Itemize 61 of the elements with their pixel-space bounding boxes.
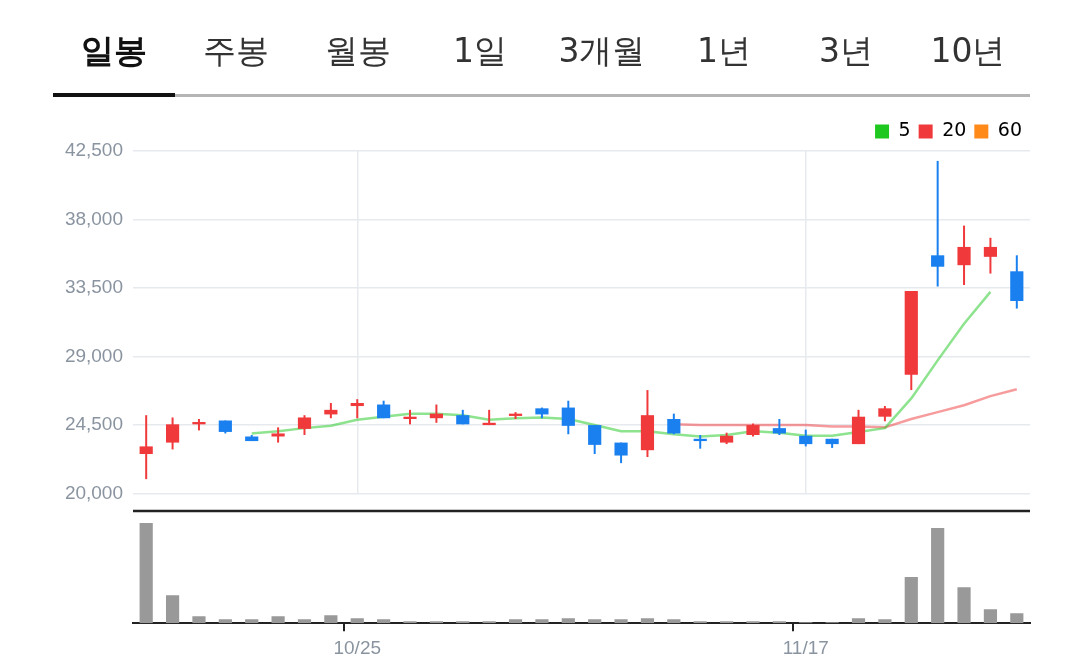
text: 일봉 bbox=[53, 22, 175, 94]
bar bbox=[1010, 613, 1024, 624]
bar bbox=[614, 619, 628, 624]
candlestick bbox=[139, 414, 153, 481]
text: 10년 bbox=[929, 30, 1007, 72]
y-tick-label: 20,000 bbox=[64, 481, 123, 503]
candlestick bbox=[588, 424, 602, 456]
bar bbox=[165, 595, 180, 624]
bar bbox=[957, 587, 971, 624]
x-tick-label: 11/17 bbox=[782, 636, 829, 658]
bar bbox=[482, 621, 496, 624]
text: 주봉 bbox=[202, 30, 270, 72]
text: 1일 bbox=[452, 30, 508, 72]
bar bbox=[271, 616, 285, 624]
candlestick bbox=[667, 412, 681, 436]
bar bbox=[878, 619, 892, 624]
y-tick-label: 24,500 bbox=[64, 413, 123, 435]
bar bbox=[192, 616, 206, 624]
legend-label: 20 bbox=[942, 118, 967, 141]
bar bbox=[640, 618, 655, 624]
candlestick bbox=[297, 414, 312, 436]
bar bbox=[746, 621, 760, 624]
bar bbox=[508, 619, 523, 624]
legend-label: 5 bbox=[898, 118, 911, 141]
bar bbox=[904, 577, 918, 624]
bar bbox=[245, 619, 259, 624]
bar bbox=[851, 618, 866, 624]
candlestick bbox=[561, 399, 575, 436]
candlestick bbox=[983, 236, 998, 275]
bar bbox=[693, 621, 707, 624]
candlestick bbox=[957, 224, 971, 286]
candlestick bbox=[350, 398, 364, 420]
text: 1년 bbox=[696, 30, 752, 72]
bar bbox=[429, 621, 443, 624]
y-tick-label: 42,500 bbox=[64, 139, 123, 161]
y-tick-label: 33,500 bbox=[64, 276, 123, 298]
y-tick-label: 38,000 bbox=[64, 207, 123, 229]
text: 월봉 bbox=[324, 30, 392, 72]
bar bbox=[667, 619, 681, 624]
bar bbox=[377, 619, 391, 624]
text: 3개월 bbox=[557, 30, 647, 72]
bar bbox=[456, 621, 470, 624]
bar bbox=[139, 523, 153, 624]
bar bbox=[720, 621, 734, 624]
bar bbox=[218, 619, 232, 624]
y-tick-label: 29,000 bbox=[64, 344, 123, 366]
bar bbox=[297, 619, 312, 624]
text: 3년 bbox=[818, 30, 874, 72]
bar bbox=[588, 619, 602, 624]
bar bbox=[403, 621, 417, 624]
candlestick bbox=[165, 416, 180, 451]
bar bbox=[535, 619, 549, 624]
bar bbox=[772, 621, 786, 624]
x-tick-label: 10/25 bbox=[333, 636, 382, 658]
legend-label: 60 bbox=[997, 118, 1023, 141]
bar bbox=[561, 618, 575, 624]
bar bbox=[350, 618, 364, 624]
bar bbox=[931, 528, 945, 624]
candlestick bbox=[931, 159, 945, 288]
bar bbox=[324, 615, 338, 624]
bar bbox=[983, 609, 998, 624]
